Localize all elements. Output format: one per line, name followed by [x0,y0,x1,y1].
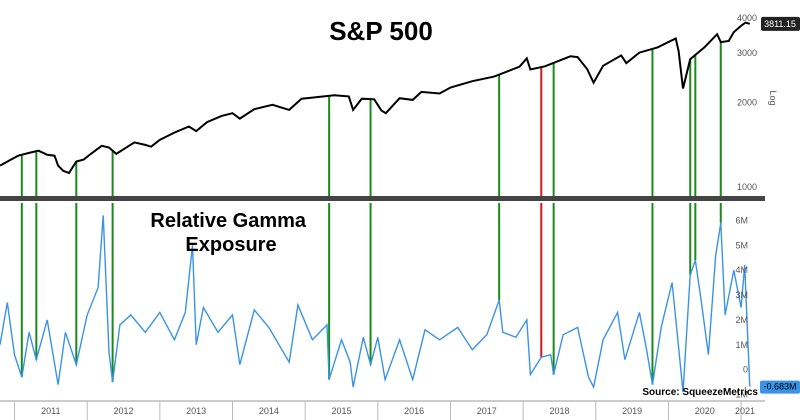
gamma-last-value: -0.683M [763,382,796,392]
sp500-y-axis: 1000 2000 3000 4000 [737,13,757,192]
x-axis-ticks [14,401,742,420]
x-axis-label: 2019 [622,406,642,416]
x-axis-label: 2020 [695,406,715,416]
sp500-y-tick-label: 2000 [737,97,757,107]
sp500-panel: 1000 2000 3000 4000 Log 3811.15 S&P 500 [0,13,800,196]
gamma-y-tick-label: 2M [735,315,748,325]
sp500-y-tick-label: 1000 [737,182,757,192]
gamma-y-tick-label: 4M [735,265,748,275]
sp500-last-value-badge: 3811.15 [761,16,800,31]
source-note: Source: SqueezeMetrics [642,387,758,398]
sp500-y-axis-label: Log [768,90,778,105]
sp500-line [0,21,751,175]
gamma-title-line-2: Exposure [185,234,276,256]
x-axis-label: 2018 [549,406,569,416]
sp500-y-tick-label: 4000 [737,13,757,23]
x-axis-label: 2014 [259,406,279,416]
x-axis-label: 2021 [735,406,755,416]
sp500-highlight-lines [20,42,722,196]
gamma-y-tick-label: 5M [735,240,748,250]
gamma-line [0,215,751,393]
gamma-y-tick-label: -1M [733,390,749,400]
gamma-y-tick-label: 3M [735,290,748,300]
x-axis-label: 2015 [331,406,351,416]
gamma-highlight-lines [20,203,722,385]
gamma-y-tick-label: 0 [743,365,748,375]
gamma-last-value-badge: -0.683M [760,380,800,394]
gamma-y-axis: -1M 0 1M 2M 3M 4M 5M 6M [733,215,749,399]
sp500-y-tick-label: 3000 [737,48,757,58]
sp500-title: S&P 500 [329,16,433,46]
gamma-title: Relative Gamma Exposure [150,210,311,256]
x-axis-labels: 2011 2012 2013 2014 2015 2016 2017 2018 2019 2020… [41,406,755,416]
x-axis-label: 2012 [114,406,134,416]
x-axis: 2011 2012 2013 2014 2015 2016 2017 2018 2019 2020… [0,400,765,420]
x-axis-label: 2011 [41,406,60,416]
gamma-y-tick-label: 1M [735,340,748,350]
x-axis-label: 2016 [404,406,424,416]
sp500-last-value: 3811.15 [764,19,796,29]
panel-divider [0,196,765,201]
x-axis-label: 2017 [477,406,497,416]
gamma-title-line-1: Relative Gamma [150,210,307,232]
gamma-panel: -1M 0 1M 2M 3M 4M 5M 6M -0.683M Relative Gamma … [0,203,800,400]
gamma-y-tick-label: 6M [735,215,748,225]
x-axis-label: 2013 [186,406,206,416]
